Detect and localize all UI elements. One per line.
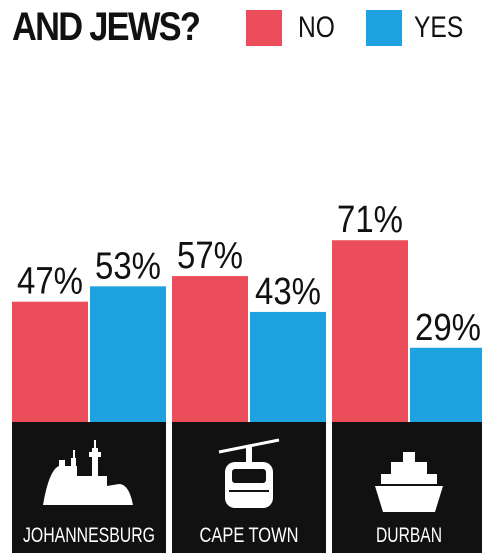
value-label-durban-no: 71% — [337, 199, 403, 241]
bar-cape-town-no — [172, 276, 248, 422]
legend-swatch-yes — [366, 10, 402, 46]
bar-johannesburg-no — [12, 301, 88, 422]
value-label-johannesburg-yes: 53% — [95, 245, 161, 287]
bar-johannesburg-yes — [90, 286, 166, 422]
bar-durban-no — [332, 240, 408, 422]
value-label-johannesburg-no: 47% — [17, 261, 83, 303]
chart-title: AND JEWS? — [12, 5, 201, 49]
johannesburg-skyline-icon — [43, 440, 133, 505]
value-label-cape-town-no: 57% — [177, 235, 243, 277]
city-label-durban: DURBAN — [376, 524, 442, 547]
value-label-durban-yes: 29% — [415, 307, 481, 349]
city-label-johannesburg: JOHANNESBURG — [23, 524, 155, 547]
bars-layer: 47% 53% 57% 43% 71% 29% — [12, 199, 482, 422]
ship-icon — [375, 452, 443, 512]
cable-car-icon — [218, 438, 280, 508]
value-label-cape-town-yes: 43% — [255, 271, 321, 313]
city-panels-layer: JOHANNESBURG CAPE TOWN DURBAN — [12, 422, 482, 553]
bar-cape-town-yes — [250, 311, 326, 422]
city-label-cape-town: CAPE TOWN — [200, 524, 299, 547]
legend-swatch-no — [246, 10, 282, 46]
bar-durban-yes — [410, 347, 482, 422]
legend-label-no: NO — [298, 11, 335, 44]
legend-label-yes: YES — [414, 11, 464, 44]
